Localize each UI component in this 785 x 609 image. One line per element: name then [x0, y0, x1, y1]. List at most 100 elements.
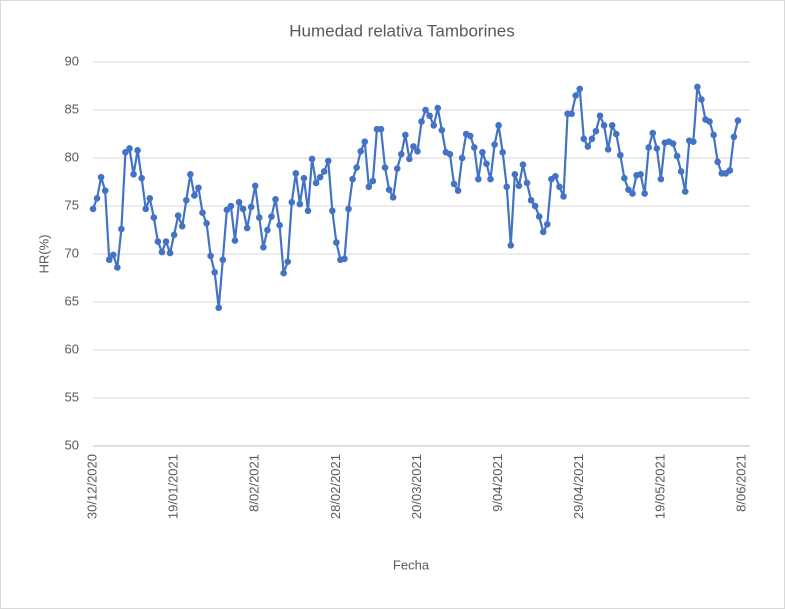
data-point	[365, 183, 373, 191]
data-point	[690, 138, 697, 145]
data-point	[105, 256, 113, 264]
data-point	[714, 158, 721, 166]
data-point	[389, 194, 397, 201]
data-point	[426, 112, 433, 120]
data-point	[385, 186, 393, 193]
data-point	[174, 212, 182, 219]
data-point	[535, 213, 543, 220]
data-point	[203, 219, 210, 227]
data-point	[272, 195, 279, 203]
x-tick-label: 29/04/2021	[571, 454, 586, 519]
y-tick-label: 85	[65, 101, 79, 116]
data-point	[93, 195, 101, 202]
data-point	[114, 264, 121, 271]
data-point	[341, 255, 348, 263]
data-point	[304, 207, 312, 215]
data-point	[515, 182, 523, 190]
data-point	[353, 164, 360, 171]
data-point	[572, 92, 579, 99]
data-point	[251, 182, 259, 190]
data-point	[511, 171, 519, 178]
data-point	[499, 148, 506, 156]
x-tick-label: 8/06/2021	[733, 454, 748, 512]
data-point	[584, 143, 592, 150]
data-point	[604, 146, 612, 153]
data-point	[596, 112, 604, 120]
data-point	[308, 155, 316, 163]
data-point	[608, 122, 616, 129]
data-point	[162, 238, 170, 245]
data-point	[454, 187, 462, 194]
x-tick-label: 20/03/2021	[409, 454, 424, 519]
y-tick-label: 55	[65, 389, 79, 404]
x-tick-label: 8/02/2021	[247, 454, 262, 512]
data-point	[170, 231, 178, 239]
data-point	[369, 177, 377, 185]
data-point	[673, 152, 681, 160]
data-point	[101, 187, 109, 194]
data-point	[219, 256, 227, 264]
data-point	[316, 173, 324, 181]
data-point	[694, 83, 701, 91]
data-point	[422, 106, 429, 114]
data-point	[592, 127, 600, 135]
data-point	[320, 168, 328, 175]
data-point	[706, 118, 713, 125]
data-point	[418, 118, 425, 125]
data-point	[227, 202, 235, 210]
data-point	[243, 224, 251, 232]
data-point	[268, 213, 275, 220]
data-point	[381, 164, 389, 171]
data-point	[612, 130, 620, 138]
data-point	[450, 180, 458, 188]
data-point	[89, 205, 97, 213]
data-point	[138, 174, 145, 182]
data-point	[256, 214, 263, 221]
data-point	[434, 104, 442, 112]
y-tick-label: 70	[65, 245, 79, 260]
data-point	[264, 226, 271, 234]
data-point	[247, 203, 255, 211]
data-point	[568, 110, 575, 118]
y-tick-label: 90	[65, 53, 79, 68]
data-point	[182, 196, 190, 204]
data-point	[199, 209, 206, 217]
data-point	[239, 205, 247, 213]
data-point	[649, 129, 657, 137]
data-point	[653, 145, 661, 152]
data-point	[669, 140, 677, 147]
data-point	[458, 154, 466, 162]
data-point	[491, 141, 498, 148]
data-point	[288, 198, 296, 206]
data-point	[300, 174, 308, 182]
x-tick-label: 19/05/2021	[652, 454, 667, 519]
y-tick-label: 80	[65, 149, 79, 164]
data-point	[621, 174, 628, 182]
data-point	[475, 175, 482, 183]
data-point	[734, 117, 742, 124]
data-point	[195, 184, 202, 192]
data-point	[503, 183, 511, 191]
data-point	[438, 126, 446, 134]
data-point	[134, 147, 141, 154]
data-point	[280, 269, 287, 277]
data-point	[284, 258, 292, 265]
data-point	[333, 239, 340, 246]
data-point	[154, 238, 162, 245]
data-point	[629, 190, 636, 197]
y-tick-label: 60	[65, 341, 79, 356]
data-point	[178, 222, 186, 230]
data-point	[410, 143, 417, 150]
data-point	[166, 249, 174, 257]
data-point	[519, 161, 527, 169]
data-point	[349, 175, 356, 183]
data-point	[539, 228, 547, 236]
data-point	[698, 96, 705, 103]
data-point	[576, 85, 584, 93]
data-point	[312, 179, 320, 187]
data-point	[556, 183, 563, 191]
data-point	[466, 132, 474, 140]
data-point	[406, 155, 413, 163]
data-point	[118, 225, 125, 233]
